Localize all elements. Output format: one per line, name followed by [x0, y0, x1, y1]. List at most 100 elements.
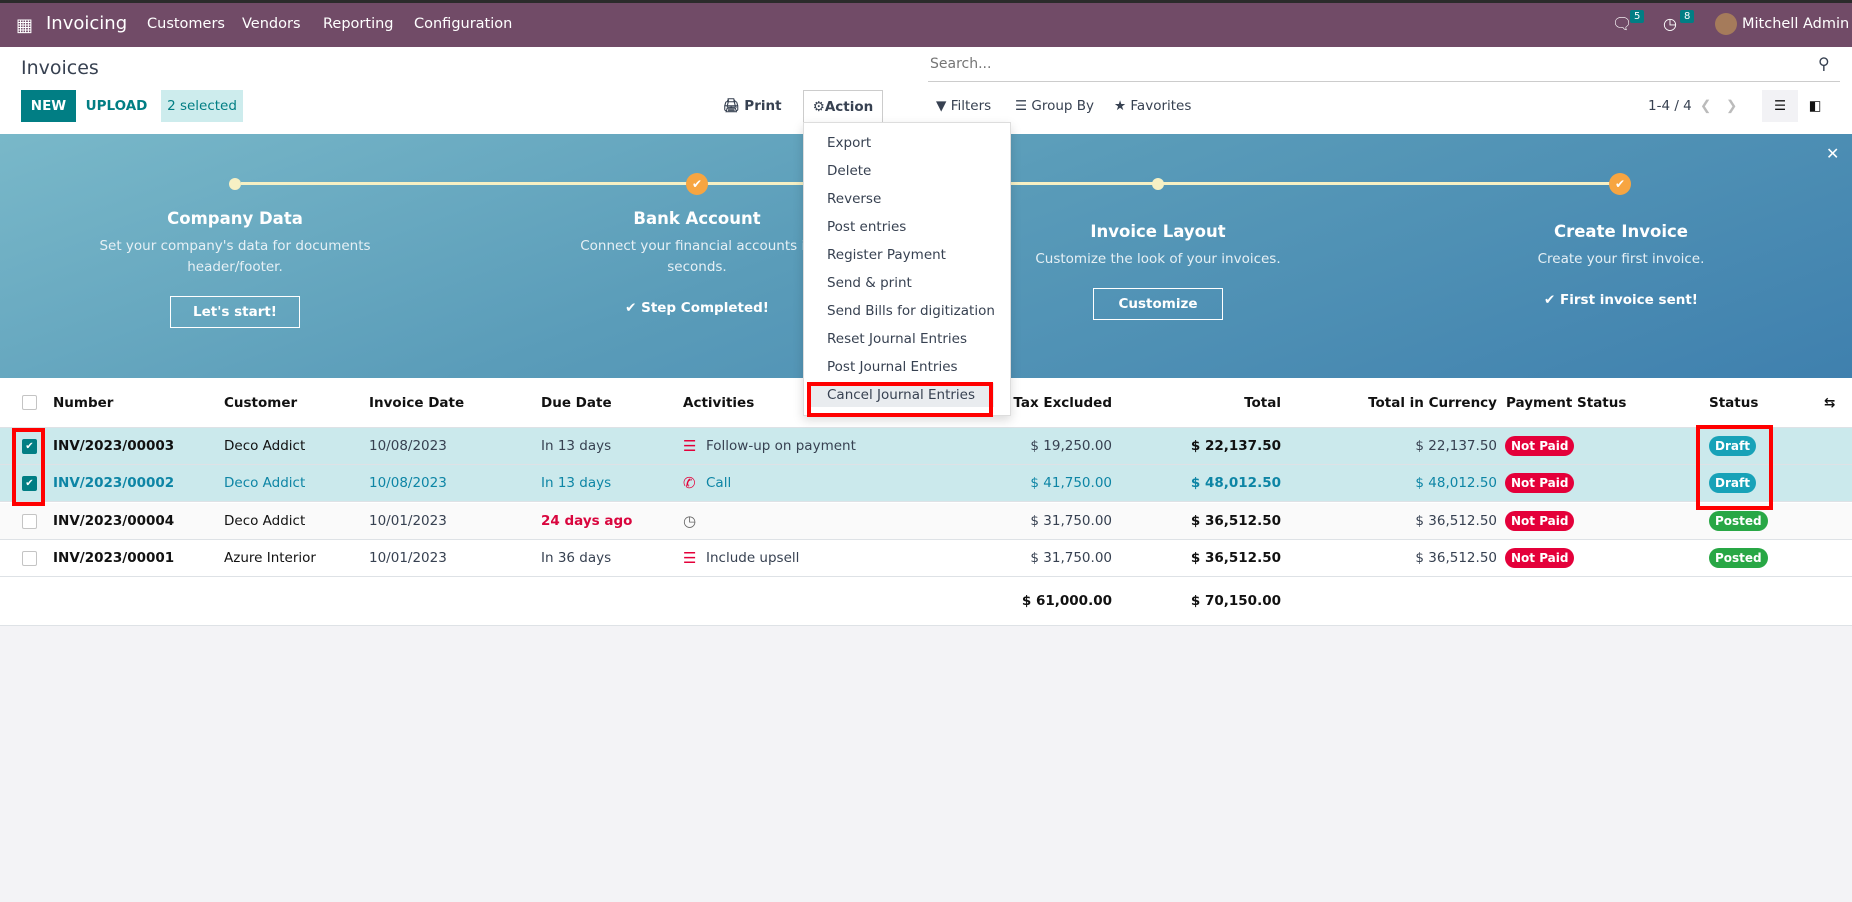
step-dot-3 — [1152, 178, 1164, 190]
menu-vendors[interactable]: Vendors — [242, 16, 301, 32]
control-panel: Invoices NEW UPLOAD 2 selected 🖨 Print ⚙… — [0, 47, 1852, 134]
action-menu-item[interactable]: Delete — [827, 163, 872, 179]
step-dot-1 — [229, 178, 241, 190]
lets-start-button[interactable]: Let's start! — [170, 296, 300, 328]
activity-summary[interactable]: Follow-up on payment — [706, 438, 856, 454]
group-by-button[interactable]: ☰ Group By — [1015, 98, 1095, 114]
row-checkbox[interactable]: ✔ — [22, 476, 37, 492]
email-icon[interactable]: ☰ — [683, 548, 697, 567]
table-row[interactable]: INV/2023/00001 Azure Interior 10/01/2023… — [0, 539, 1852, 577]
kanban-view-icon[interactable]: ◧ — [1808, 98, 1822, 114]
payment-status-badge: Not Paid — [1505, 465, 1575, 502]
favorites-button[interactable]: ★ Favorites — [1114, 98, 1192, 114]
row-checkbox[interactable]: ✔ — [22, 439, 37, 454]
total: $ 36,512.50 — [1190, 549, 1281, 566]
action-menu-item[interactable]: Post Journal Entries — [827, 359, 958, 375]
header-status[interactable]: Status — [1709, 395, 1759, 411]
menu-customers[interactable]: Customers — [147, 16, 225, 32]
activity-clock-icon[interactable]: ◷ — [1663, 14, 1677, 33]
phone-icon[interactable]: ✆ — [683, 474, 696, 493]
optional-columns-icon[interactable]: ⇆ — [1824, 395, 1836, 411]
status-badge: Posted — [1709, 503, 1768, 540]
print-button[interactable]: 🖨 Print — [722, 98, 782, 114]
action-menu-item[interactable]: Cancel Journal Entries — [808, 383, 995, 407]
header-due-date[interactable]: Due Date — [541, 395, 612, 411]
activities-badge: 8 — [1680, 10, 1695, 23]
tax-excluded: $ 31,750.00 — [1030, 512, 1112, 529]
close-icon[interactable]: ✕ — [1826, 144, 1840, 163]
step-company-data: Company Data Set your company's data for… — [55, 209, 415, 328]
table-row[interactable]: ✔ INV/2023/00003 Deco Addict 10/08/2023 … — [0, 428, 1852, 465]
header-invoice-date[interactable]: Invoice Date — [369, 395, 465, 411]
page-title: Invoices — [21, 57, 99, 79]
filters-button[interactable]: ▼ Filters — [936, 98, 992, 114]
invoice-table: Number Customer Invoice Date Due Date Ac… — [0, 378, 1852, 626]
pager-value[interactable]: 1-4 / 4 — [1648, 98, 1692, 114]
top-navbar: ▦ Invoicing Customers Vendors Reporting … — [0, 0, 1852, 47]
action-menu-item[interactable]: Register Payment — [827, 247, 946, 263]
clock-icon[interactable]: ◷ — [683, 511, 697, 530]
messages-badge: 5 — [1630, 10, 1645, 23]
invoice-number: INV/2023/00002 — [53, 475, 175, 492]
step-invoice-layout: Invoice Layout Customize the look of you… — [978, 222, 1338, 320]
row-checkbox[interactable] — [22, 550, 37, 566]
total: $ 48,012.50 — [1190, 475, 1281, 492]
search-icon[interactable]: ⚲ — [1818, 54, 1830, 73]
header-total-currency[interactable]: Total in Currency — [1368, 395, 1497, 411]
action-menu-item[interactable]: Send & print — [827, 275, 912, 291]
status-badge: Posted — [1709, 540, 1768, 577]
highlight-checkboxes — [12, 428, 45, 506]
table-row[interactable]: INV/2023/00004 Deco Addict 10/01/2023 24… — [0, 502, 1852, 540]
header-number[interactable]: Number — [53, 395, 114, 411]
step-bank-account: Bank Account Connect your financial acco… — [517, 209, 877, 316]
invoice-number: INV/2023/00004 — [53, 512, 175, 529]
header-tax-excluded[interactable]: Tax Excluded — [1013, 395, 1112, 411]
total-in-currency: $ 48,012.50 — [1415, 475, 1497, 492]
tax-excluded: $ 41,750.00 — [1030, 475, 1112, 492]
pager-next-icon[interactable]: ❯ — [1726, 98, 1738, 114]
header-total[interactable]: Total — [1244, 395, 1281, 411]
action-menu-item[interactable]: Send Bills for digitization — [827, 303, 995, 319]
row-checkbox[interactable] — [22, 513, 37, 529]
action-menu-item[interactable]: Post entries — [827, 219, 907, 235]
due-date: In 13 days — [541, 475, 612, 492]
activity-summary[interactable]: Include upsell — [706, 549, 800, 566]
upload-button[interactable]: UPLOAD — [85, 98, 148, 114]
select-all-checkbox[interactable] — [22, 395, 37, 410]
activity-summary[interactable]: Call — [706, 475, 732, 492]
payment-status-badge: Not Paid — [1505, 540, 1575, 577]
action-button[interactable]: ⚙Action — [803, 90, 883, 123]
user-avatar[interactable] — [1715, 13, 1737, 35]
list-view-icon[interactable]: ☰ — [1762, 90, 1798, 122]
header-payment-status[interactable]: Payment Status — [1506, 395, 1627, 411]
highlight-cancel-entries — [807, 382, 993, 417]
payment-status-badge: Not Paid — [1505, 503, 1575, 540]
user-name[interactable]: Mitchell Admin — [1742, 16, 1850, 32]
header-activities[interactable]: Activities — [683, 395, 755, 411]
messages-icon[interactable]: 🗨 — [1612, 14, 1633, 33]
customer: Deco Addict — [224, 438, 306, 454]
tax-excluded: $ 19,250.00 — [1030, 438, 1112, 454]
tax-excluded: $ 31,750.00 — [1030, 549, 1112, 566]
search-input[interactable] — [928, 47, 1840, 82]
new-button[interactable]: NEW — [21, 90, 76, 122]
apps-menu-icon[interactable]: ▦ — [16, 15, 34, 36]
action-menu-item[interactable]: Export — [827, 135, 872, 151]
menu-reporting[interactable]: Reporting — [323, 16, 394, 32]
invoice-date: 10/01/2023 — [369, 549, 447, 566]
action-menu-item[interactable]: Reverse — [827, 191, 882, 207]
step-create-invoice: Create Invoice Create your first invoice… — [1441, 222, 1801, 308]
email-icon[interactable]: ☰ — [683, 437, 697, 455]
action-menu-item[interactable]: Reset Journal Entries — [827, 331, 968, 347]
menu-configuration[interactable]: Configuration — [414, 16, 513, 32]
table-row[interactable]: ✔ INV/2023/00002 Deco Addict 10/08/2023 … — [0, 465, 1852, 503]
star-icon: ★ — [1114, 98, 1127, 114]
header-customer[interactable]: Customer — [224, 395, 298, 411]
app-name[interactable]: Invoicing — [46, 13, 128, 34]
pager-prev-icon[interactable]: ❮ — [1700, 98, 1712, 114]
status-badge: Draft — [1709, 465, 1756, 502]
invoice-date: 10/08/2023 — [369, 475, 447, 492]
customize-button[interactable]: Customize — [1093, 288, 1223, 320]
action-dropdown-menu: Export Delete Reverse Post entries Register … — [803, 122, 1011, 416]
due-date: In 36 days — [541, 549, 612, 566]
